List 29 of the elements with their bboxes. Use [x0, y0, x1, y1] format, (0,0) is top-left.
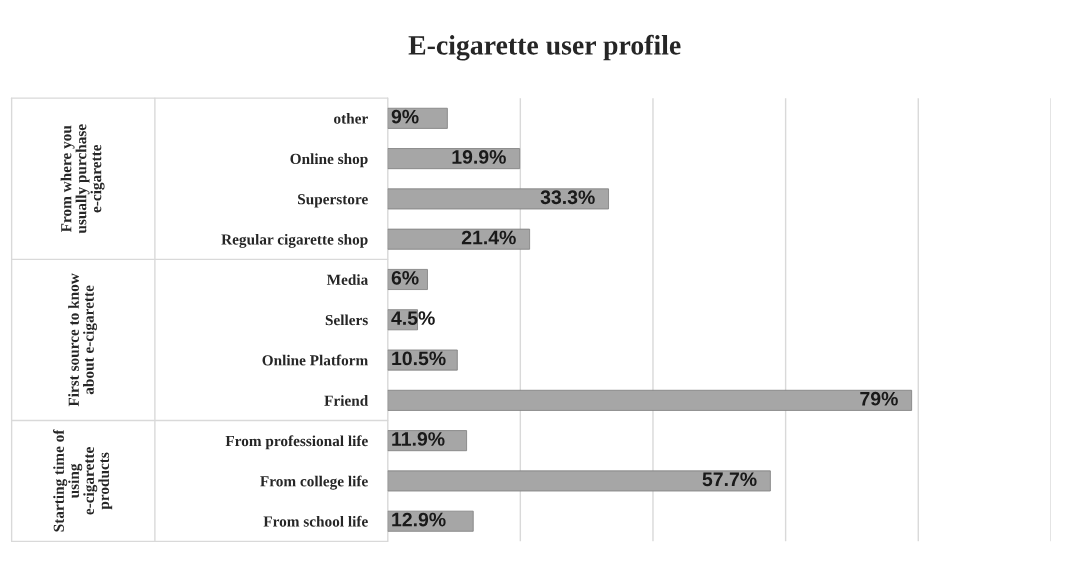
- data-label: 11.9%: [392, 432, 445, 446]
- text: From where you usually purchase e-cigarette: [60, 124, 105, 234]
- y-tick-label: From school life: [263, 515, 368, 527]
- data-label: 10.5%: [392, 351, 446, 366]
- y-tick-label: From college life: [260, 475, 368, 490]
- data-label: 12.9%: [392, 512, 446, 527]
- data-label: 33.3%: [540, 190, 595, 205]
- text: Starting time of using e-cigarette products: [53, 429, 113, 532]
- data-label: 19.9%: [452, 150, 506, 164]
- data-label: 21.4%: [461, 230, 516, 245]
- text: First source to know about e-cigarette: [68, 273, 98, 407]
- data-label: 79%: [860, 391, 898, 406]
- bar: [387, 389, 913, 411]
- y-tick-label: Friend: [324, 395, 369, 406]
- y-tick-label: Online shop: [290, 153, 368, 168]
- data-label: 9%: [391, 109, 419, 124]
- y-tick-label: Superstore: [298, 194, 368, 208]
- bar: [387, 188, 609, 210]
- bar: [387, 228, 531, 250]
- y-tick-label: other: [334, 113, 368, 124]
- data-label: 6%: [391, 270, 419, 285]
- bar: [387, 470, 771, 492]
- data-label: 57.7%: [702, 472, 757, 487]
- y-tick-label: Sellers: [325, 314, 368, 326]
- chart-title: E-cigarette user profile: [408, 34, 681, 61]
- y-tick-label: Regular cigarette shop: [221, 233, 368, 248]
- y-tick-label: Online Platform: [262, 354, 368, 366]
- y-tick-label: From professional life: [225, 435, 368, 450]
- y-tick-label: Media: [326, 274, 369, 285]
